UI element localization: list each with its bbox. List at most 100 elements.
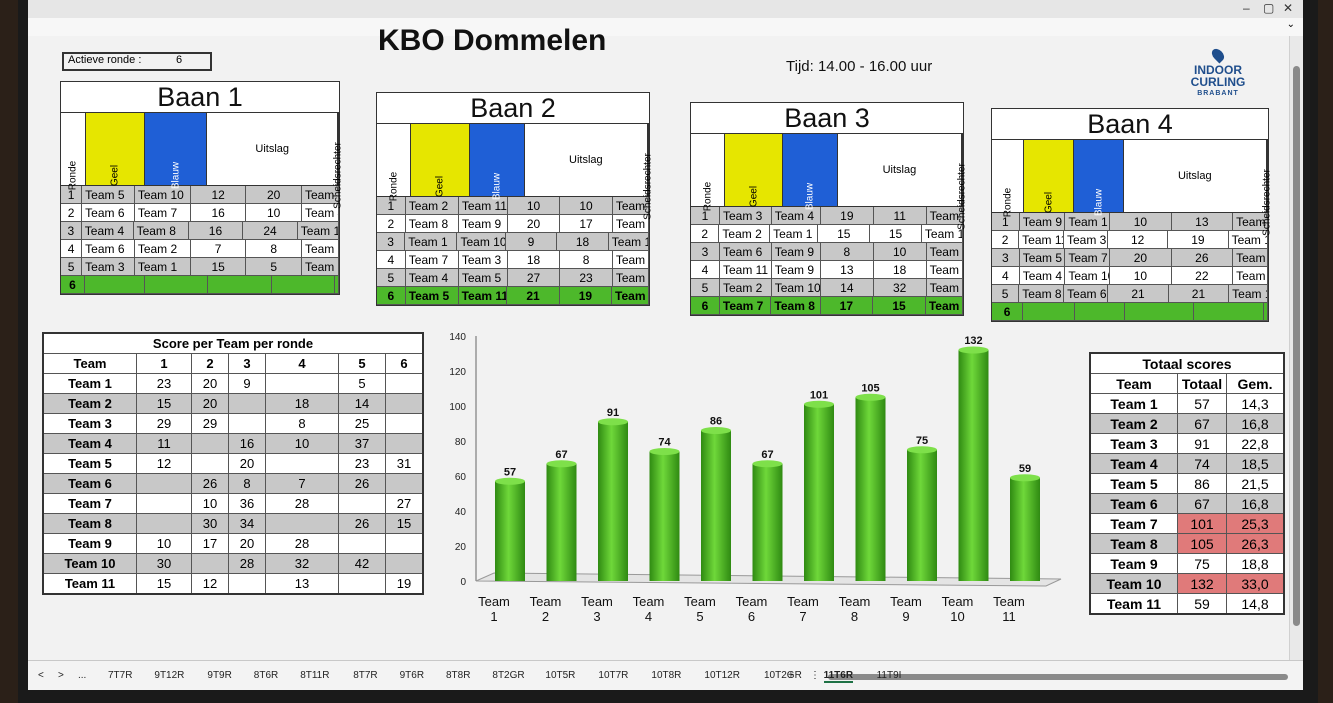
score-cell: 5 <box>338 373 386 394</box>
tab-10t8r[interactable]: 10T8R <box>651 670 682 681</box>
lane-cell: Team 8 <box>613 251 649 268</box>
minimize-icon[interactable]: – <box>1243 1 1250 15</box>
score-header-cell: 6 <box>385 353 424 374</box>
bar-10 <box>958 350 989 581</box>
score-cell <box>228 573 266 595</box>
score-cell: 8 <box>228 473 266 494</box>
lane-cell: 2 <box>61 204 83 221</box>
tab-7t7r[interactable]: 7T7R <box>108 670 133 681</box>
bar-8 <box>855 397 886 581</box>
lane-cell: Team 1 <box>1233 267 1268 284</box>
tab-10t2gr[interactable]: 10T2GR <box>764 670 802 681</box>
lane-cell: 16 <box>191 204 247 221</box>
lane-header: Ronde Geel Blauw Uitslag Scheidsrechter <box>992 140 1273 236</box>
score-cell <box>136 513 192 534</box>
tab-10t12r[interactable]: 10T12R <box>704 670 740 681</box>
score-cell: 12 <box>191 573 229 595</box>
lane-cell: Team 2 <box>135 240 191 257</box>
lane-cell: Team 9 <box>459 215 508 232</box>
tab-more-icon[interactable]: ... <box>78 670 87 681</box>
horizontal-scrollbar[interactable] <box>828 674 1288 680</box>
total-cell: 132 <box>1177 573 1227 594</box>
data-label: 67 <box>555 449 567 461</box>
score-cell <box>191 453 229 474</box>
tab-11t6r[interactable]: 11T6R <box>823 670 854 683</box>
x-tick-label: 3 <box>593 609 600 624</box>
table-row: Team 11 15 12 13 19 <box>42 573 424 595</box>
table-row: Team 1 23 20 9 5 <box>42 373 424 394</box>
tab-8t8r[interactable]: 8T8R <box>446 670 471 681</box>
tab-11t9i[interactable]: 11T9I <box>876 670 902 681</box>
lane-cell: 15 <box>870 225 922 242</box>
lane-cell: Team 9 <box>772 261 821 278</box>
add-sheet-button[interactable]: + <box>788 670 794 681</box>
table-row: Team 9 10 17 20 28 <box>42 533 424 554</box>
x-tick-label: Team <box>993 594 1025 609</box>
restore-icon[interactable]: ▢ <box>1263 1 1275 15</box>
tab-10t7r[interactable]: 10T7R <box>598 670 629 681</box>
lane-cell: 10 <box>246 204 302 221</box>
score-table-header: Team 1 2 3 4 5 6 <box>42 353 424 374</box>
score-cell: 37 <box>338 433 386 454</box>
lane-header-ronde: Ronde <box>61 113 86 190</box>
tab-8t2gr[interactable]: 8T2GR <box>492 670 525 681</box>
score-cell: 15 <box>136 573 192 595</box>
tab-8t7r[interactable]: 8T7R <box>353 670 378 681</box>
bar-top-9 <box>907 446 937 454</box>
lane-cell: Team 7 <box>613 269 649 286</box>
tab-9t12r[interactable]: 9T12R <box>154 670 185 681</box>
data-label: 132 <box>964 335 982 347</box>
table-row: Team 9 75 18,8 <box>1089 553 1285 574</box>
close-icon[interactable]: ✕ <box>1283 1 1294 15</box>
score-cell: 16 <box>228 433 266 454</box>
total-cell: 16,8 <box>1226 413 1285 434</box>
score-cell: Team 9 <box>42 533 137 554</box>
lane-title: Baan 4 <box>992 109 1268 140</box>
score-cell: 26 <box>191 473 229 494</box>
tab-prev-icon[interactable]: < <box>38 670 44 681</box>
tab-8t6r[interactable]: 8T6R <box>253 670 279 681</box>
chevron-down-icon[interactable]: ⌄ <box>1286 19 1295 30</box>
x-tick-label: 8 <box>851 609 858 624</box>
vertical-scrollbar[interactable] <box>1289 36 1303 660</box>
tab-8t11r[interactable]: 8T11R <box>300 670 330 681</box>
lane-header-blauw: Blauw <box>470 124 525 200</box>
lane-cell: Team 4 <box>772 207 821 224</box>
lane-cell: 20 <box>1110 249 1172 266</box>
total-cell: 67 <box>1177 493 1227 514</box>
lane-2-table: Baan 2 Ronde Geel Blauw Uitslag Scheidsrechte… <box>376 92 654 306</box>
lane-cell: Team 9 <box>1020 213 1066 230</box>
lane-header-geel: Geel <box>411 124 471 197</box>
tab-next-icon[interactable]: > <box>58 670 64 681</box>
lane-cell: Team 1 <box>927 261 963 278</box>
lane-cell: Team 11 <box>298 222 339 239</box>
lane-header-blauw: Blauw <box>1074 140 1124 216</box>
lane-cell: 15 <box>873 297 926 314</box>
lane-cell: Team 11 <box>720 261 772 278</box>
tab-10t5r[interactable]: 10T5R <box>545 670 576 681</box>
lane-cell: 12 <box>191 186 247 203</box>
total-cell: 101 <box>1177 513 1227 534</box>
tab-9t6r[interactable]: 9T6R <box>399 670 425 681</box>
x-tick-label: 6 <box>748 609 755 624</box>
tab-9t9r[interactable]: 9T9R <box>207 670 232 681</box>
lane-cell: Team 7 <box>1065 249 1111 266</box>
lane-cell: Team 3 <box>720 207 772 224</box>
lane-cell: 1 <box>992 213 1020 230</box>
lane-header-geel: Geel <box>85 113 145 186</box>
lane-cell: 26 <box>1172 249 1234 266</box>
lane-cell <box>1125 303 1195 320</box>
formula-bar[interactable]: ⌄ <box>28 18 1303 37</box>
tab-menu-icon[interactable]: ⋮ <box>810 670 820 681</box>
bar-7 <box>804 404 834 581</box>
lane-cell: Team 4 <box>302 204 339 221</box>
lane-cell: Team 9 <box>927 279 963 296</box>
lane-header-schedsrechter: Scheidsrechter <box>643 124 654 220</box>
bar-top-6 <box>752 460 783 468</box>
lane-cell: Team 7 <box>720 297 772 314</box>
lane-header-uitslag: Uitslag <box>524 124 648 196</box>
